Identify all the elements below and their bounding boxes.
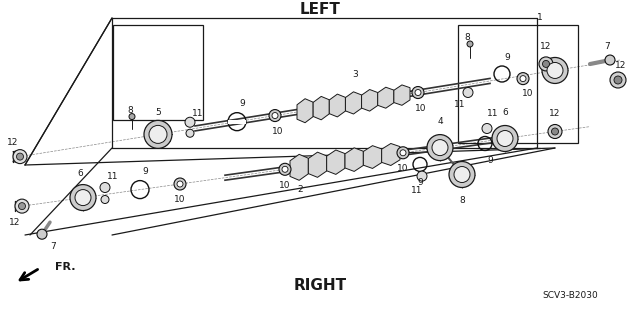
Circle shape — [427, 135, 453, 160]
Bar — [113, 25, 203, 120]
Text: 6: 6 — [77, 169, 83, 178]
Text: 10: 10 — [397, 164, 409, 173]
Text: 11: 11 — [487, 109, 499, 118]
Text: 11: 11 — [412, 186, 423, 195]
Text: 8: 8 — [464, 33, 470, 42]
Text: 5: 5 — [155, 108, 161, 117]
Circle shape — [185, 117, 195, 127]
Circle shape — [614, 76, 622, 84]
Polygon shape — [381, 144, 400, 166]
Circle shape — [543, 60, 550, 67]
Text: 12: 12 — [549, 109, 561, 118]
Circle shape — [400, 150, 406, 156]
Text: 11: 11 — [454, 100, 466, 109]
Text: 7: 7 — [604, 41, 610, 50]
Circle shape — [129, 114, 135, 120]
Circle shape — [548, 124, 562, 138]
Text: 6: 6 — [502, 108, 508, 117]
Polygon shape — [394, 85, 410, 105]
Circle shape — [542, 57, 568, 84]
Circle shape — [100, 182, 110, 192]
Circle shape — [37, 229, 47, 239]
Circle shape — [552, 128, 559, 135]
Text: 10: 10 — [174, 196, 186, 204]
Text: 12: 12 — [540, 42, 552, 51]
Text: 10: 10 — [272, 127, 284, 136]
Text: 9: 9 — [142, 167, 148, 176]
Text: 4: 4 — [437, 117, 443, 126]
Circle shape — [463, 87, 473, 98]
Text: 9: 9 — [417, 178, 423, 187]
Circle shape — [101, 196, 109, 204]
Text: 12: 12 — [7, 138, 19, 147]
Text: FR.: FR. — [55, 262, 76, 272]
Circle shape — [412, 86, 424, 99]
Circle shape — [539, 57, 553, 71]
Text: 11: 11 — [108, 172, 119, 181]
Text: LEFT: LEFT — [300, 3, 340, 18]
Polygon shape — [378, 87, 394, 108]
Circle shape — [547, 63, 563, 78]
Polygon shape — [313, 96, 330, 120]
Polygon shape — [330, 94, 346, 117]
Polygon shape — [228, 120, 246, 124]
Circle shape — [13, 150, 27, 164]
Text: 9: 9 — [504, 53, 510, 62]
Circle shape — [417, 171, 427, 181]
Circle shape — [517, 73, 529, 85]
Polygon shape — [326, 150, 345, 174]
Circle shape — [186, 129, 194, 137]
Circle shape — [269, 109, 281, 122]
Polygon shape — [290, 154, 308, 180]
Polygon shape — [364, 146, 381, 168]
Bar — [458, 25, 578, 143]
Circle shape — [415, 90, 421, 95]
Circle shape — [282, 166, 288, 172]
Text: 12: 12 — [615, 61, 627, 70]
Circle shape — [610, 72, 626, 88]
Text: SCV3-B2030: SCV3-B2030 — [542, 291, 598, 300]
Text: 8: 8 — [127, 107, 133, 115]
Circle shape — [432, 140, 448, 156]
Polygon shape — [308, 152, 326, 177]
Circle shape — [467, 41, 473, 47]
Text: 3: 3 — [352, 70, 358, 79]
Circle shape — [70, 185, 96, 211]
Circle shape — [449, 161, 475, 188]
Text: 10: 10 — [279, 181, 291, 190]
Circle shape — [454, 167, 470, 182]
Text: 10: 10 — [522, 89, 534, 98]
Polygon shape — [362, 90, 378, 111]
Polygon shape — [345, 148, 364, 171]
Circle shape — [15, 199, 29, 213]
Circle shape — [149, 125, 167, 143]
Text: 9: 9 — [487, 156, 493, 165]
Circle shape — [174, 178, 186, 190]
Circle shape — [17, 153, 24, 160]
Circle shape — [19, 203, 26, 210]
Circle shape — [272, 113, 278, 119]
Text: 2: 2 — [297, 185, 303, 194]
Circle shape — [279, 163, 291, 175]
Text: 1: 1 — [537, 12, 543, 21]
Circle shape — [144, 120, 172, 148]
Circle shape — [177, 181, 183, 187]
Circle shape — [492, 125, 518, 152]
Text: 12: 12 — [10, 218, 20, 226]
Text: 11: 11 — [192, 109, 204, 118]
Circle shape — [520, 76, 526, 82]
Circle shape — [75, 189, 91, 205]
Text: 10: 10 — [415, 104, 427, 113]
Circle shape — [605, 55, 615, 65]
Circle shape — [497, 130, 513, 146]
Text: RIGHT: RIGHT — [293, 278, 347, 293]
Polygon shape — [346, 92, 362, 114]
Polygon shape — [297, 99, 313, 123]
Circle shape — [397, 147, 409, 159]
Text: 8: 8 — [459, 196, 465, 205]
Text: 7: 7 — [50, 242, 56, 251]
Circle shape — [482, 123, 492, 133]
Text: 9: 9 — [239, 99, 245, 108]
